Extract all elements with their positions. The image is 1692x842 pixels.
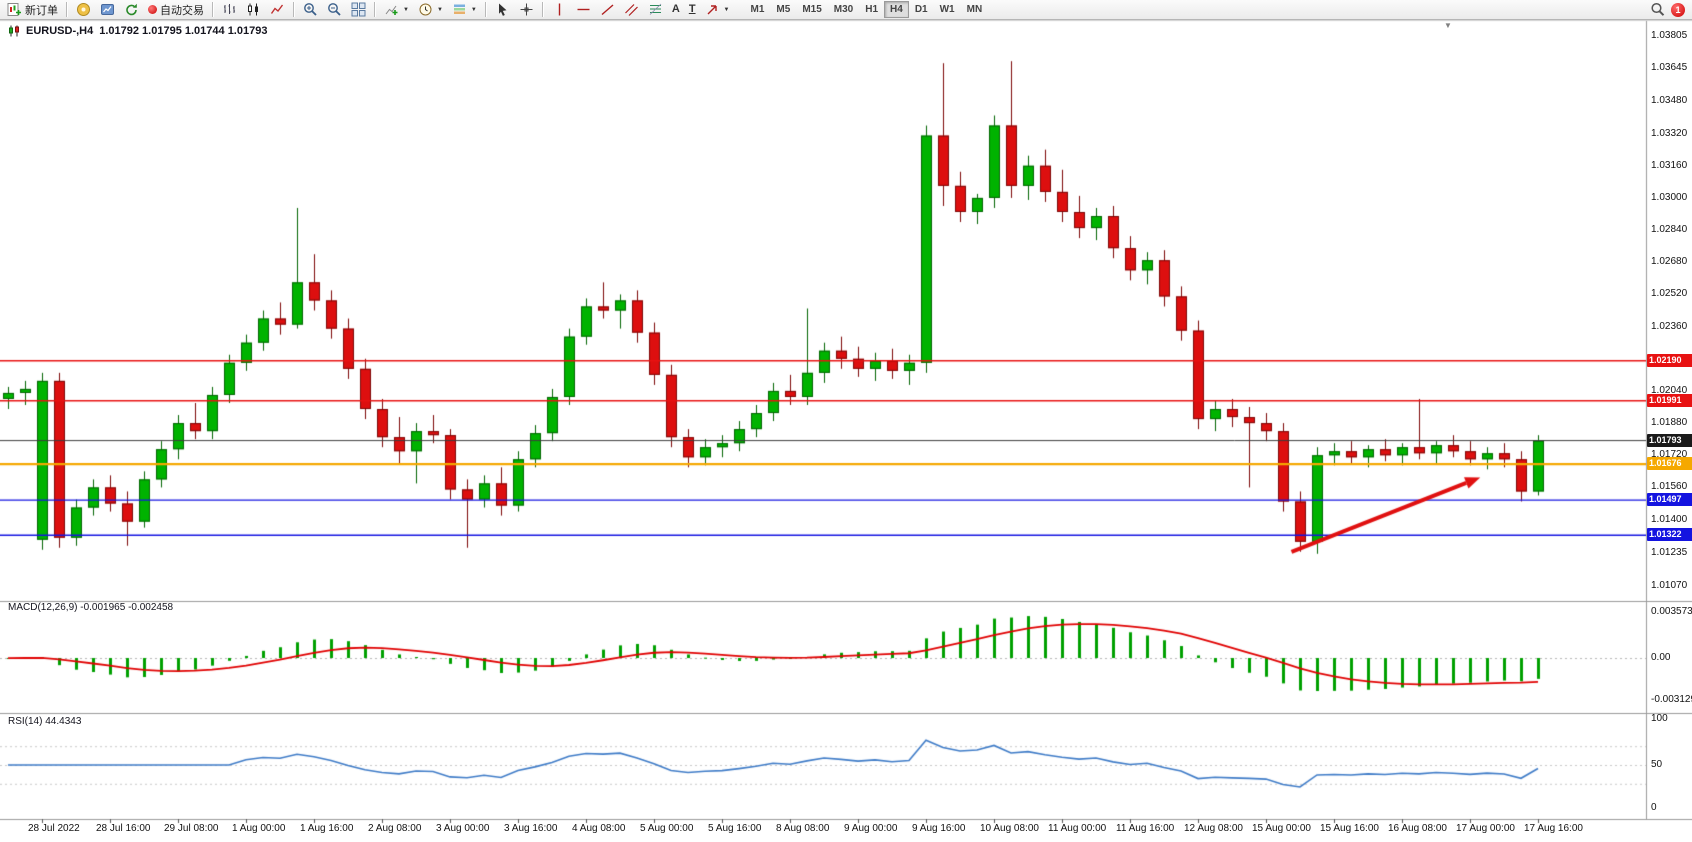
chart-title-bar: EURUSD-,H4 1.01792 1.01795 1.01744 1.017… [8,25,267,37]
chart-symbol-icon [9,25,19,37]
macd-indicator-label: MACD(12,26,9) -0.001965 -0.002458 [8,602,174,613]
label-button[interactable]: T [685,1,700,18]
indicators-button[interactable]: ▼ [380,1,413,18]
toolbar-separator [541,2,544,17]
autotrading-button[interactable]: 自动交易 [144,1,208,18]
community-button[interactable] [72,1,95,18]
templates-button[interactable]: ▼ [448,1,481,18]
horizontal-line-icon [577,8,590,11]
cursor-button[interactable] [491,1,514,18]
toolbar-separator [212,2,214,17]
arrows-button[interactable]: ▼ [701,1,734,18]
chevron-down-icon: ▼ [723,6,730,13]
toolbar-separator [484,2,487,17]
line-chart-icon [270,4,284,14]
timeframe-button-m30[interactable]: M30 [833,4,854,15]
new-order-button[interactable]: 新订单 [3,1,62,18]
zoom-out-button[interactable] [323,1,346,18]
chevron-down-icon: ▼ [403,6,409,13]
toolbar-separator [293,2,295,17]
clock-icon [419,3,432,16]
notification-badge[interactable]: 1 [1671,2,1685,17]
toolbar: 新订单 自动交易 ▼ ▼ ▼ [0,0,1692,20]
search-icon[interactable] [1650,2,1665,17]
refresh-button[interactable] [120,1,143,18]
channel-button[interactable] [620,1,643,18]
line-chart-button[interactable] [266,1,289,18]
chart-ohlc-values: 1.01792 1.01795 1.01744 1.01793 [99,25,268,37]
autotrading-status-icon [148,5,157,14]
channel-icon [624,4,638,16]
label-icon: T [688,3,696,15]
charts-icon [101,4,114,15]
crosshair-icon [520,3,533,16]
new-order-icon [7,3,21,16]
trendline-button[interactable] [596,1,619,18]
tile-windows-button[interactable] [347,1,370,18]
timeframe-button-w1[interactable]: W1 [939,4,955,15]
timeframe-group: M1 M5 M15 M30 H1 H4 D1 W1 MN [745,1,989,18]
chart-symbol-label: EURUSD-,H4 [26,25,94,37]
toolbar-separator [374,2,376,17]
rsi-indicator-label: RSI(14) 44.4343 [8,716,82,727]
crosshair-button[interactable] [515,1,538,18]
text-button[interactable]: A [668,1,684,18]
templates-icon [453,4,465,14]
zoom-out-icon [328,3,341,16]
refresh-icon [126,3,137,16]
candlestick-chart-button[interactable] [242,1,265,18]
trendline-icon [601,4,614,16]
zoom-in-icon [304,3,317,16]
bar-chart-button[interactable] [218,1,241,18]
fibonacci-button[interactable] [644,1,667,18]
timeframe-button-mn[interactable]: MN [966,4,983,15]
timeframe-button-m1[interactable]: M1 [750,4,765,15]
periods-button[interactable]: ▼ [414,1,447,18]
vertical-line-button[interactable] [548,1,571,18]
arrows-icon [707,5,717,15]
chevron-down-icon: ▼ [470,6,477,13]
toolbar-separator [66,2,68,17]
new-order-label: 新订单 [25,4,58,17]
horizontal-line-button[interactable] [572,1,595,18]
timeframe-button-m5[interactable]: M5 [776,4,791,15]
timeframe-button-m15[interactable]: M15 [802,4,822,15]
vertical-line-icon [558,3,561,16]
timeframe-button-d1[interactable]: D1 [914,4,928,15]
indicators-icon [385,5,398,15]
bar-chart-icon [224,4,235,14]
autotrading-label: 自动交易 [160,4,204,17]
timeframe-button-h1[interactable]: H1 [865,4,879,15]
fibonacci-icon [649,3,662,15]
cursor-icon [498,3,507,16]
toolbar-right-group: 1 [1650,2,1689,17]
charts-button[interactable] [96,1,119,18]
zoom-in-button[interactable] [299,1,322,18]
chevron-down-icon: ▼ [436,6,443,13]
community-icon [77,3,90,16]
timeframe-button-h4[interactable]: H4 [884,1,909,18]
tile-windows-icon [351,2,366,17]
candlestick-icon [248,3,258,16]
text-icon: A [671,3,680,15]
